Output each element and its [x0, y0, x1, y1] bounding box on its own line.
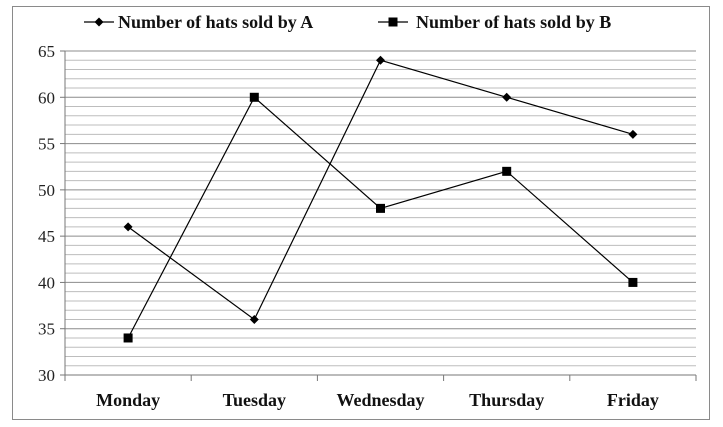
y-tick-label: 55: [38, 135, 55, 154]
legend: Number of hats sold by A Number of hats s…: [84, 12, 611, 32]
legend-item-b: Number of hats sold by B: [378, 12, 611, 32]
x-tick-labels: Monday Tuesday Wednesday Thursday Friday: [96, 390, 659, 410]
series-b: [123, 92, 638, 343]
series-lines: [123, 55, 638, 343]
series-a: [123, 55, 638, 324]
y-tick-labels: 30 35 40 45 50 55 60 65: [38, 42, 55, 385]
data-point: [123, 222, 133, 232]
data-point: [249, 92, 259, 102]
y-tick-label: 60: [38, 88, 55, 107]
axes: [60, 50, 697, 381]
y-tick-label: 45: [38, 227, 55, 246]
legend-label: Number of hats sold by B: [416, 12, 611, 32]
y-tick-label: 40: [38, 273, 55, 292]
data-point: [502, 92, 512, 102]
x-tick-label: Friday: [607, 390, 659, 410]
x-tick-label: Wednesday: [336, 390, 424, 410]
chart-frame: [12, 6, 710, 420]
x-tick-label: Thursday: [469, 390, 544, 410]
legend-item-a: Number of hats sold by A: [84, 12, 313, 32]
y-tick-label: 35: [38, 320, 55, 339]
data-point: [376, 55, 385, 65]
data-point: [123, 333, 133, 343]
y-tick-label: 50: [38, 181, 55, 200]
data-point: [628, 129, 638, 139]
data-point: [628, 277, 638, 287]
data-point: [249, 314, 259, 324]
y-tick-label: 65: [38, 42, 55, 61]
x-tick-label: Monday: [96, 390, 160, 410]
data-point: [502, 166, 512, 176]
legend-label: Number of hats sold by A: [118, 12, 313, 32]
y-tick-label: 30: [38, 366, 55, 385]
legend-marker: [94, 17, 104, 27]
grid: [65, 50, 696, 376]
legend-marker: [388, 17, 398, 27]
data-point: [376, 203, 385, 213]
x-tick-label: Tuesday: [223, 390, 286, 410]
